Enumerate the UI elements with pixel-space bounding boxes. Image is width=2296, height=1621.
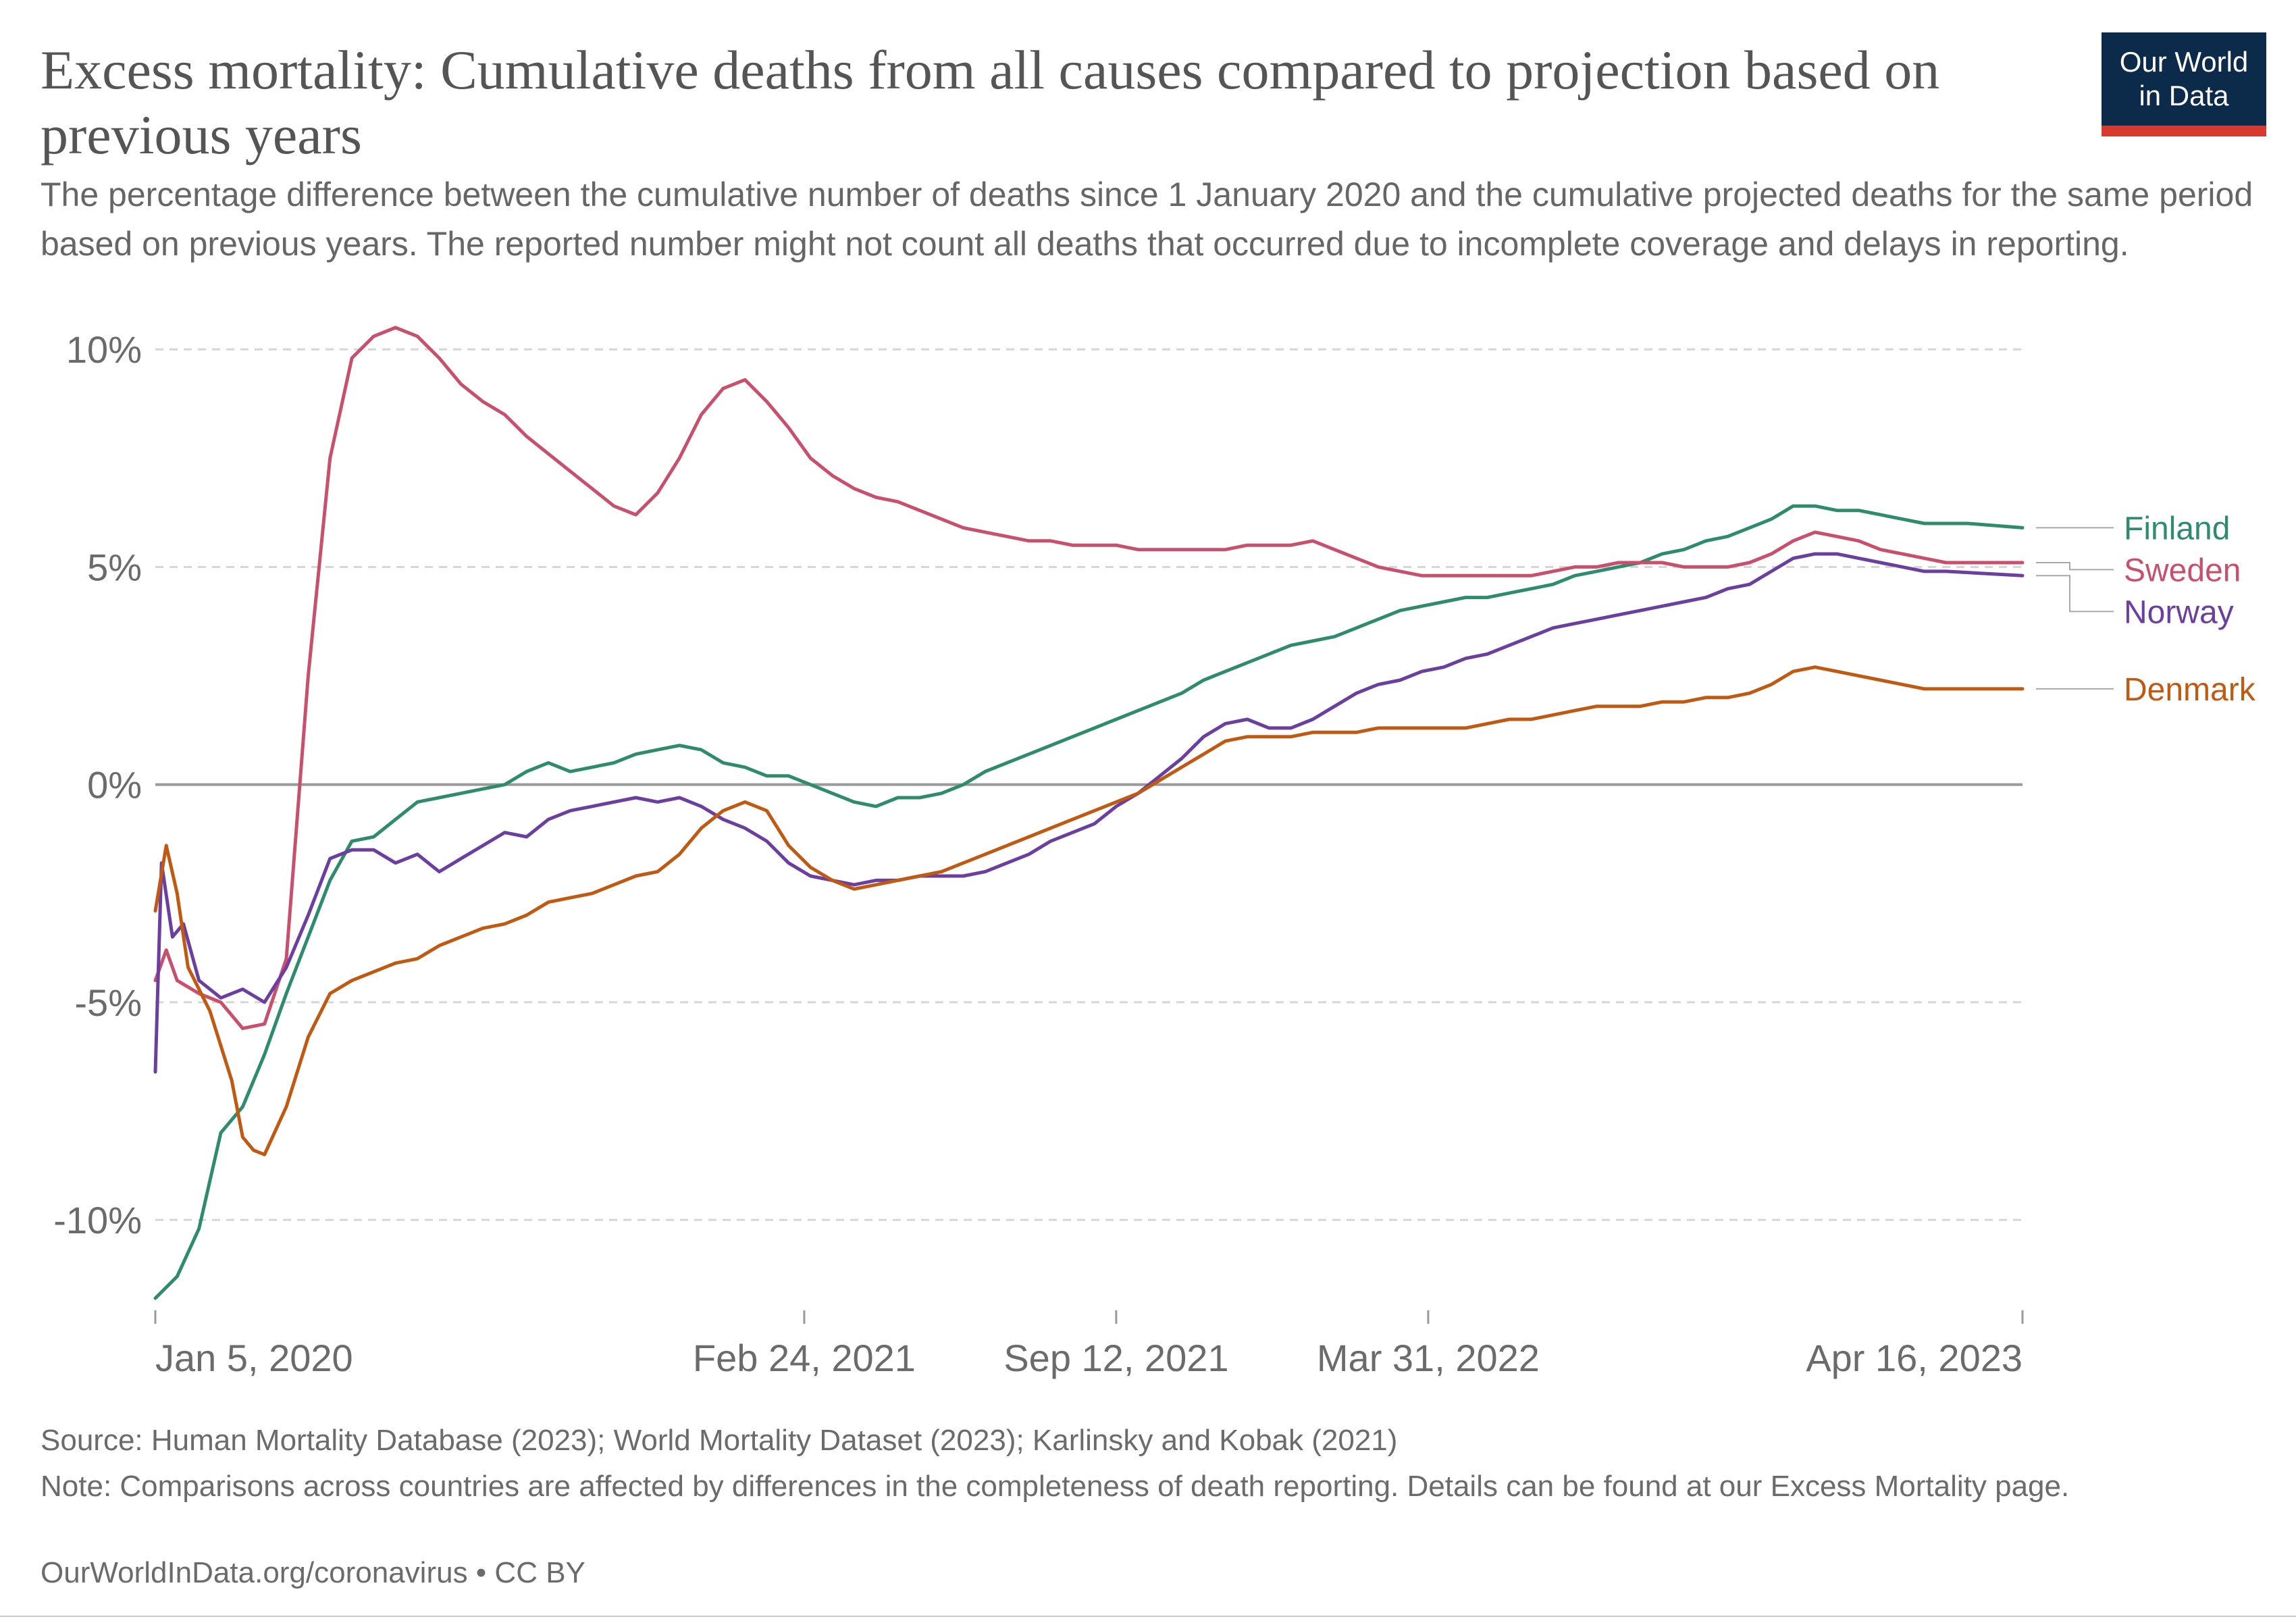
chart-title: Excess mortality: Cumulative deaths from… <box>41 39 1940 165</box>
series-lines <box>153 326 2025 1300</box>
legend-label-denmark[interactable]: Denmark <box>2124 672 2256 708</box>
legend: Finland Sweden Norway Denmark <box>2036 511 2256 708</box>
logo-line-1: Our World <box>2119 46 2249 78</box>
x-tick-label: Feb 24, 2021 <box>693 1337 916 1379</box>
series-line-norway[interactable] <box>153 552 2025 1074</box>
x-tick-label: Mar 31, 2022 <box>1317 1337 1540 1379</box>
note-text: Note: Comparisons across countries are a… <box>41 1470 2070 1503</box>
logo-line-2: in Data <box>2139 80 2229 111</box>
bottom-divider <box>0 1616 2296 1617</box>
y-axis-tick-labels: -10% -5% 0% 5% 10% <box>53 328 142 1241</box>
x-axis: Jan 5, 2020 Feb 24, 2021 Sep 12, 2021 Mar 3… <box>154 1310 2024 1379</box>
source-text: Source: Human Mortality Database (2023);… <box>41 1424 1398 1457</box>
y-tick-label: 0% <box>87 764 142 806</box>
y-tick-label: -10% <box>53 1199 142 1241</box>
owid-logo[interactable]: Our World in Data <box>2102 32 2266 136</box>
series-line-finland[interactable] <box>153 504 2025 1300</box>
legend-label-sweden[interactable]: Sweden <box>2124 552 2241 588</box>
y-tick-label: 5% <box>87 546 142 588</box>
series-line-denmark[interactable] <box>153 665 2025 1156</box>
series-line-sweden[interactable] <box>153 326 2025 1031</box>
y-tick-label: 10% <box>66 328 142 371</box>
x-tick-label: Apr 16, 2023 <box>1806 1337 2023 1379</box>
legend-label-finland[interactable]: Finland <box>2124 511 2230 546</box>
legend-connector <box>2036 562 2114 571</box>
credit-link[interactable]: OurWorldInData.org/coronavirus • CC BY <box>41 1556 585 1589</box>
y-tick-label: -5% <box>74 981 142 1024</box>
chart-subtitle: The percentage difference between the cu… <box>41 176 2253 263</box>
line-chart: -10% -5% 0% 5% 10% Jan 5, 2020 Feb 24, 2021 Se… <box>53 326 2256 1379</box>
x-tick-label: Jan 5, 2020 <box>155 1337 353 1379</box>
legend-connector <box>2036 575 2114 613</box>
legend-label-norway[interactable]: Norway <box>2124 594 2234 630</box>
gridlines <box>155 348 2023 1221</box>
x-tick-label: Sep 12, 2021 <box>1003 1337 1228 1379</box>
